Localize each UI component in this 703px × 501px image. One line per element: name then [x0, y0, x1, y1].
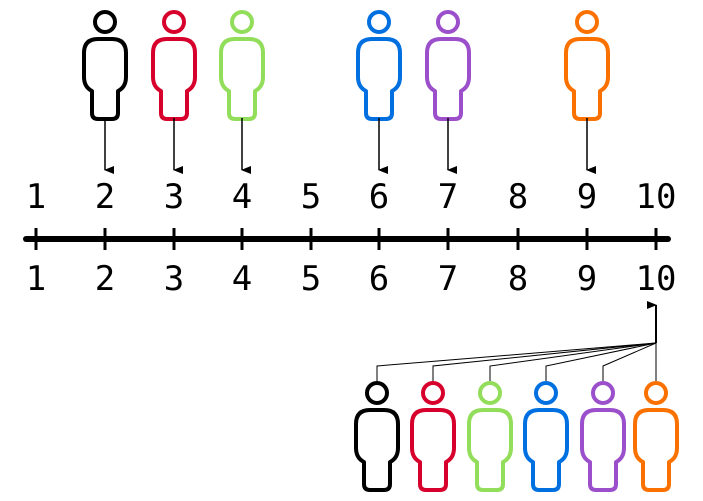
person-head — [436, 10, 460, 34]
top-label-2: 2 — [95, 177, 115, 217]
person-head — [478, 381, 502, 405]
person-head — [365, 381, 389, 405]
person-body — [219, 37, 265, 121]
bottom-person-2-icon — [410, 381, 456, 492]
person-body — [82, 37, 128, 121]
person-head — [421, 381, 445, 405]
person-head — [367, 10, 391, 34]
connector-line-5 — [602, 342, 657, 381]
person-head — [575, 10, 599, 34]
bottom-connectors — [376, 301, 657, 381]
person-body — [564, 37, 610, 121]
top-label-1: 1 — [26, 177, 46, 217]
person-body — [356, 37, 402, 121]
bottom-label-9: 9 — [577, 259, 597, 299]
top-person-1-icon — [82, 10, 128, 121]
top-label-3: 3 — [164, 177, 184, 217]
top-person-3-icon — [219, 10, 265, 121]
bottom-people — [354, 381, 679, 492]
person-head — [591, 381, 615, 405]
person-head — [534, 381, 558, 405]
bottom-person-6-icon — [633, 381, 679, 492]
top-label-6: 6 — [369, 177, 389, 217]
bottom-label-7: 7 — [438, 259, 458, 299]
bottom-person-3-icon — [467, 381, 513, 492]
top-person-2-icon — [151, 10, 197, 121]
bottom-person-4-icon — [523, 381, 569, 492]
top-arrows — [104, 118, 596, 174]
top-label-5: 5 — [301, 177, 321, 217]
person-body — [467, 408, 513, 492]
top-label-7: 7 — [438, 177, 458, 217]
bottom-label-1: 1 — [26, 259, 46, 299]
person-body — [580, 408, 626, 492]
bottom-label-6: 6 — [369, 259, 389, 299]
bottom-label-2: 2 — [95, 259, 115, 299]
person-head — [93, 10, 117, 34]
top-label-9: 9 — [577, 177, 597, 217]
person-body — [354, 408, 400, 492]
bottom-label-10: 10 — [636, 259, 677, 299]
bottom-label-5: 5 — [301, 259, 321, 299]
bottom-person-1-icon — [354, 381, 400, 492]
bottom-labels: 1 2 3 4 5 6 7 8 9 10 — [26, 259, 677, 299]
axis-ticks — [34, 228, 658, 250]
bottom-label-8: 8 — [508, 259, 528, 299]
person-head — [162, 10, 186, 34]
person-body — [633, 408, 679, 492]
bottom-label-4: 4 — [232, 259, 252, 299]
connector-line-2 — [432, 342, 657, 381]
person-body — [523, 408, 569, 492]
connector-line-4 — [545, 342, 657, 381]
top-person-6-icon — [564, 10, 610, 121]
top-label-8: 8 — [508, 177, 528, 217]
top-person-4-icon — [356, 10, 402, 121]
person-head — [644, 381, 668, 405]
top-person-5-icon — [425, 10, 471, 121]
bottom-person-5-icon — [580, 381, 626, 492]
top-label-10: 10 — [636, 177, 677, 217]
connector-line-3 — [489, 342, 657, 381]
person-body — [151, 37, 197, 121]
top-people — [82, 10, 610, 121]
top-label-4: 4 — [232, 177, 252, 217]
person-body — [425, 37, 471, 121]
person-head — [230, 10, 254, 34]
connector-line-1 — [376, 342, 657, 381]
bottom-label-3: 3 — [164, 259, 184, 299]
top-labels: 1 2 3 4 5 6 7 8 9 10 — [26, 177, 677, 217]
person-body — [410, 408, 456, 492]
